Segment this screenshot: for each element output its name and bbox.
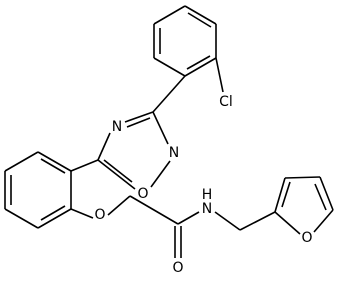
atom-label: N: [112, 119, 122, 135]
atom-label: O: [301, 230, 312, 246]
atom-label: Cl: [219, 94, 233, 110]
atom-label: O: [94, 207, 105, 223]
atom-label: O: [137, 186, 148, 202]
atom-label: O: [172, 260, 183, 276]
atom-label: H: [202, 187, 213, 203]
atom-label: N: [169, 145, 179, 161]
atom-label: N: [202, 201, 212, 217]
bonds: [4, 5, 334, 258]
